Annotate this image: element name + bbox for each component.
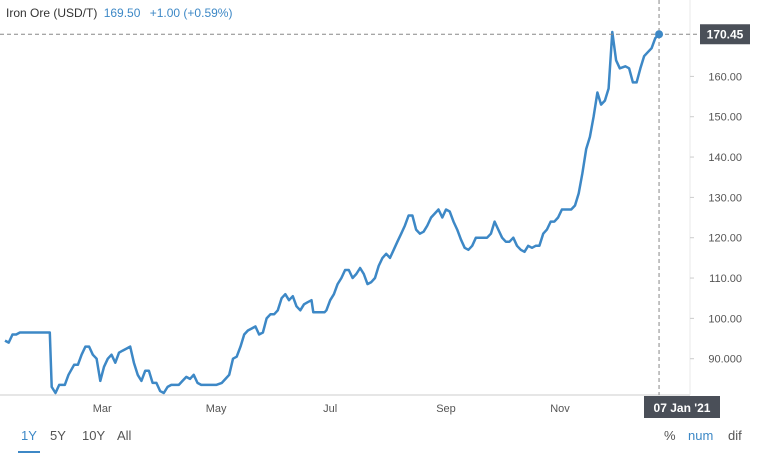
price-chart[interactable]: 90.000 100.00 110.00 120.00 130.00 140.00 150.… xyxy=(0,0,767,420)
mode-percent-button[interactable]: % xyxy=(664,428,676,443)
y-tick-label: 140.00 xyxy=(708,152,742,164)
x-tick-label: Sep xyxy=(436,403,456,415)
mode-dif-button[interactable]: dif xyxy=(728,428,742,443)
y-tick-label: 110.00 xyxy=(709,273,742,285)
y-tick-label: 90.000 xyxy=(708,354,742,366)
instrument-name: Iron Ore (USD/T) xyxy=(6,6,98,20)
y-tick-label: 150.00 xyxy=(708,112,742,124)
x-tick-label: May xyxy=(206,403,227,415)
current-value-flag xyxy=(700,24,750,45)
current-value-label: 170.45 xyxy=(707,27,744,41)
range-5y-button[interactable]: 5Y xyxy=(50,428,66,443)
y-tick-label: 100.00 xyxy=(708,313,742,325)
chart-footer: 1Y 5Y 10Y All % num dif xyxy=(0,420,767,460)
x-tick-label: Jul xyxy=(323,403,337,415)
x-tick-label: Nov xyxy=(550,403,570,415)
x-tick-label: Mar xyxy=(93,403,112,415)
instrument-header: Iron Ore (USD/T) 169.50 +1.00 (+0.59%) xyxy=(6,6,232,20)
y-tick-label: 120.00 xyxy=(708,233,742,245)
range-all-button[interactable]: All xyxy=(117,428,132,443)
current-date-label: 07 Jan '21 xyxy=(654,401,711,415)
range-1y-button[interactable]: 1Y xyxy=(18,428,40,453)
price-series-line xyxy=(4,30,660,395)
y-tick-label: 130.00 xyxy=(708,192,742,204)
range-10y-button[interactable]: 10Y xyxy=(82,428,106,443)
last-point-marker xyxy=(655,30,664,39)
mode-num-button[interactable]: num xyxy=(688,428,714,443)
current-date-flag xyxy=(644,396,720,418)
instrument-change: +1.00 (+0.59%) xyxy=(149,6,233,20)
y-tick-label: 160.00 xyxy=(708,71,742,83)
instrument-price: 169.50 xyxy=(103,6,141,20)
